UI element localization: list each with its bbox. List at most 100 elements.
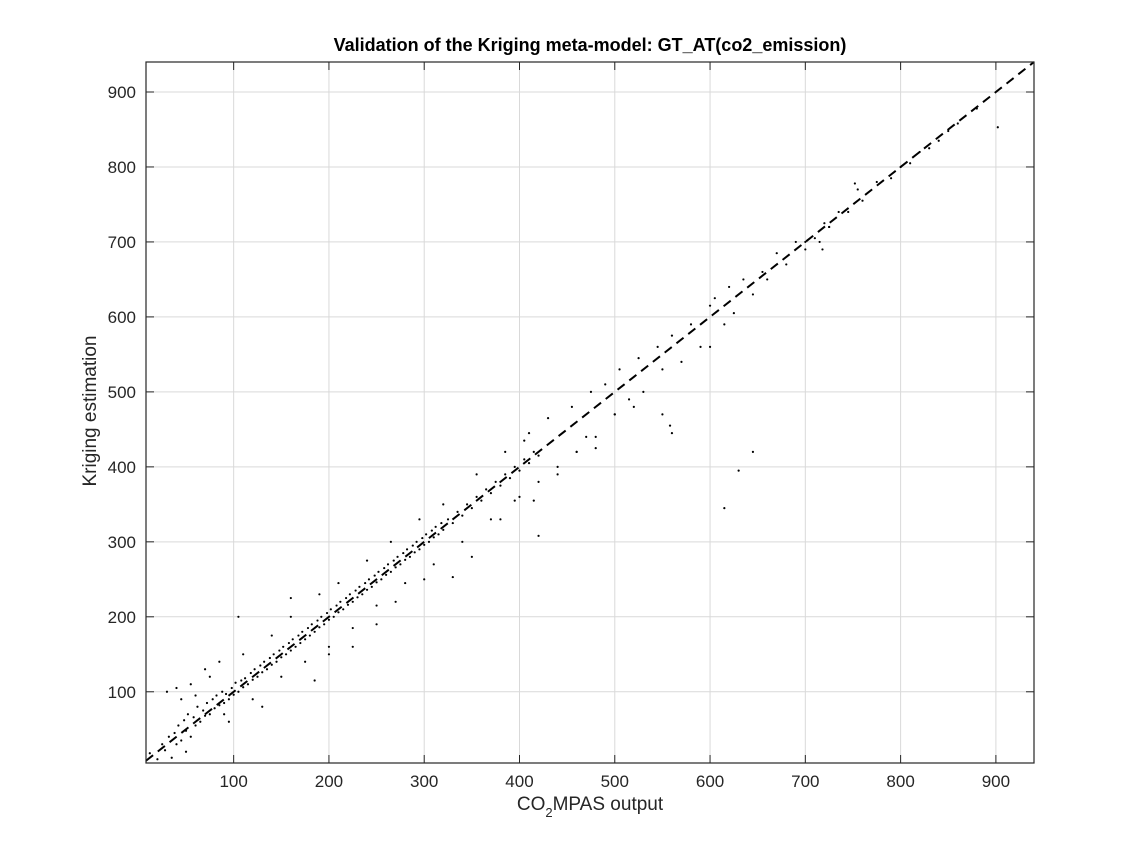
x-axis-label-subscript: 2 — [545, 805, 552, 820]
y-tick-label: 200 — [108, 608, 136, 627]
data-point — [670, 432, 674, 435]
data-point — [227, 698, 230, 701]
data-point — [405, 548, 409, 551]
data-point — [261, 705, 264, 708]
data-point — [728, 285, 731, 289]
data-point — [432, 563, 435, 566]
data-point — [689, 323, 693, 326]
data-point — [537, 480, 540, 483]
data-point — [723, 506, 726, 510]
data-point — [546, 417, 550, 420]
data-point — [323, 623, 326, 626]
data-point — [205, 701, 209, 705]
data-point — [996, 126, 999, 129]
data-point — [316, 619, 319, 622]
data-point — [272, 653, 275, 656]
data-point — [282, 645, 285, 648]
data-point — [604, 383, 607, 386]
data-point — [656, 345, 659, 348]
data-point — [237, 690, 240, 693]
data-point — [434, 525, 437, 528]
data-point — [813, 237, 816, 240]
data-point — [392, 559, 395, 562]
data-point — [828, 225, 831, 229]
data-point — [213, 707, 216, 710]
data-point — [794, 240, 797, 244]
data-point — [661, 413, 664, 416]
data-point — [785, 263, 788, 266]
data-point — [537, 534, 540, 537]
data-point — [284, 653, 288, 656]
data-point — [242, 686, 245, 689]
data-point — [661, 368, 664, 371]
data-point — [208, 675, 211, 678]
x-tick-label: 500 — [601, 772, 629, 791]
data-point — [224, 692, 228, 696]
data-point — [243, 677, 247, 680]
data-point — [337, 611, 340, 614]
y-tick-label: 500 — [108, 383, 136, 402]
data-point — [442, 503, 445, 506]
data-point — [156, 758, 159, 761]
data-point — [230, 686, 233, 690]
data-point — [956, 122, 959, 125]
data-point — [370, 585, 373, 588]
data-point — [189, 683, 192, 686]
data-point — [489, 518, 493, 521]
data-point — [494, 480, 497, 483]
data-point — [223, 701, 226, 705]
data-point — [351, 600, 354, 603]
data-point — [227, 720, 230, 723]
data-point — [306, 626, 310, 630]
data-point — [232, 693, 235, 696]
data-point — [291, 638, 294, 641]
data-point — [413, 551, 416, 554]
data-point — [670, 334, 674, 337]
y-tick-label: 900 — [108, 83, 136, 102]
data-point — [499, 484, 502, 487]
data-point — [246, 683, 250, 686]
data-point — [175, 686, 178, 690]
data-point — [818, 240, 821, 244]
data-point — [221, 690, 224, 693]
data-point — [280, 675, 283, 678]
data-point — [365, 588, 369, 591]
data-point — [404, 581, 407, 585]
data-point — [430, 529, 433, 532]
data-point — [442, 528, 445, 531]
data-point — [327, 653, 331, 656]
data-point — [613, 413, 616, 416]
data-point — [418, 548, 421, 551]
data-point — [861, 199, 864, 202]
data-point — [853, 182, 856, 185]
data-point — [451, 521, 454, 525]
x-tick-label: 600 — [696, 772, 724, 791]
data-point — [148, 752, 151, 755]
y-tick-label: 100 — [108, 683, 136, 702]
data-point — [532, 450, 535, 453]
data-point — [199, 720, 202, 723]
data-point — [415, 540, 418, 543]
data-point — [173, 731, 176, 735]
data-point — [504, 450, 507, 453]
data-point — [270, 663, 273, 666]
data-point — [211, 698, 214, 701]
data-point — [475, 473, 478, 476]
data-point — [335, 604, 338, 607]
y-tick-label: 400 — [108, 458, 136, 477]
x-tick-label: 300 — [410, 772, 438, 791]
x-tick-label: 400 — [505, 772, 533, 791]
data-point — [313, 679, 316, 682]
data-point — [456, 510, 459, 513]
data-point — [499, 518, 502, 521]
data-point — [373, 574, 376, 577]
y-tick-label: 800 — [108, 158, 136, 177]
data-point — [346, 603, 350, 606]
data-point — [889, 177, 893, 180]
x-axis-label: CO2MPAS output — [517, 794, 664, 820]
data-point — [909, 162, 912, 165]
data-point — [440, 521, 443, 525]
data-point — [175, 743, 178, 746]
data-point — [594, 447, 597, 450]
data-point — [375, 623, 378, 626]
